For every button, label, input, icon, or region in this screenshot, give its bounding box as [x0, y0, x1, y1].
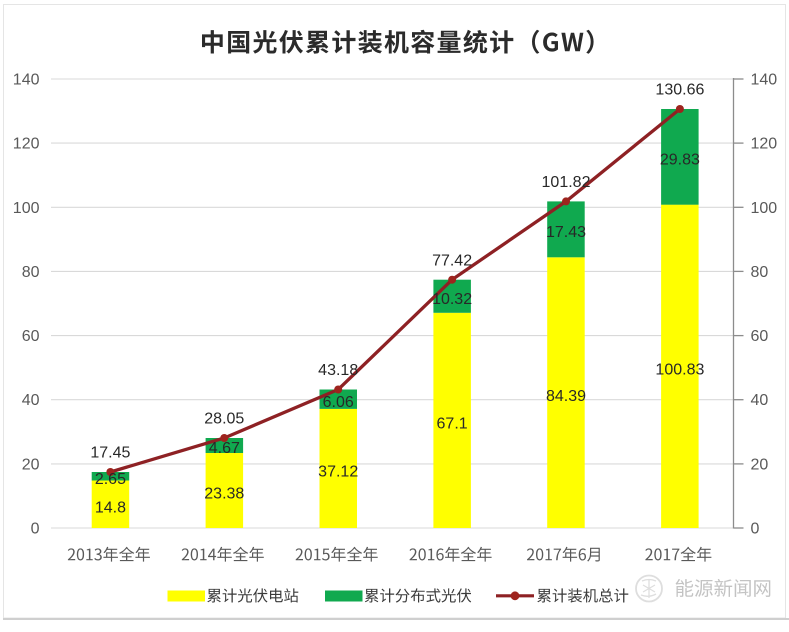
- svg-text:80: 80: [751, 264, 769, 281]
- svg-text:100.83: 100.83: [655, 361, 704, 378]
- svg-text:140: 140: [751, 72, 778, 89]
- svg-text:80: 80: [22, 264, 40, 281]
- svg-text:20: 20: [22, 456, 40, 473]
- svg-text:17.45: 17.45: [90, 445, 130, 462]
- svg-text:28.05: 28.05: [204, 411, 244, 428]
- svg-text:100: 100: [751, 200, 778, 217]
- svg-text:130.66: 130.66: [655, 82, 704, 99]
- svg-text:23.38: 23.38: [204, 486, 244, 503]
- svg-text:20: 20: [751, 456, 769, 473]
- svg-text:4.67: 4.67: [209, 440, 240, 457]
- svg-text:60: 60: [751, 328, 769, 345]
- svg-text:17.43: 17.43: [546, 224, 586, 241]
- svg-text:6.06: 6.06: [323, 394, 354, 411]
- svg-text:120: 120: [13, 136, 40, 153]
- svg-text:0: 0: [751, 521, 760, 538]
- svg-text:101.82: 101.82: [542, 174, 591, 191]
- svg-text:2.65: 2.65: [95, 471, 126, 488]
- svg-text:67.1: 67.1: [437, 416, 468, 433]
- svg-text:29.83: 29.83: [660, 151, 700, 168]
- svg-text:40: 40: [751, 392, 769, 409]
- svg-text:0: 0: [31, 521, 40, 538]
- svg-text:77.42: 77.42: [432, 252, 472, 269]
- svg-text:60: 60: [22, 328, 40, 345]
- svg-text:120: 120: [751, 136, 778, 153]
- svg-text:40: 40: [22, 392, 40, 409]
- svg-text:84.39: 84.39: [546, 388, 586, 405]
- svg-text:10.32: 10.32: [432, 291, 472, 308]
- svg-text:37.12: 37.12: [318, 464, 358, 481]
- svg-text:43.18: 43.18: [318, 362, 358, 379]
- svg-text:140: 140: [13, 72, 40, 89]
- svg-text:100: 100: [13, 200, 40, 217]
- svg-text:14.8: 14.8: [95, 499, 126, 516]
